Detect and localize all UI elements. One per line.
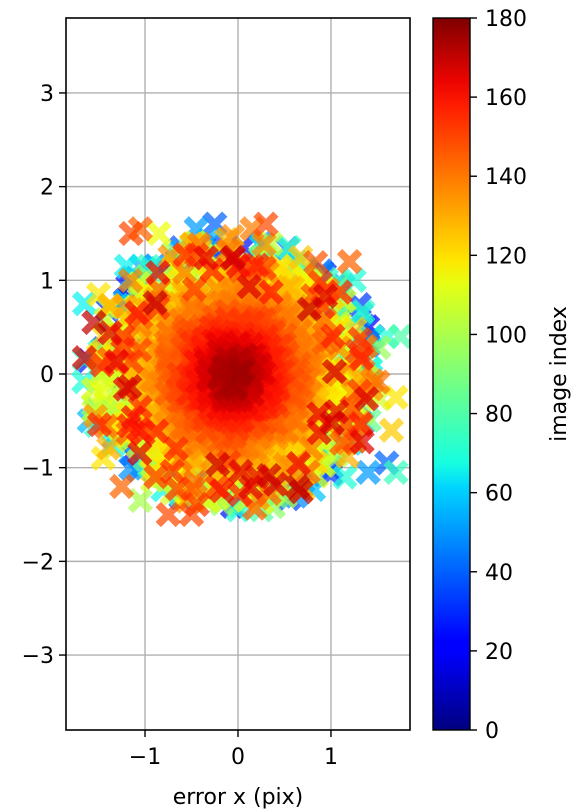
colorbar-tick-label: 180 [485, 7, 527, 32]
colorbar-tick-label: 120 [485, 244, 527, 269]
scatter-point [210, 354, 236, 380]
scatter-point [347, 326, 373, 352]
scatter-point [285, 450, 312, 477]
scatter-point [124, 300, 150, 326]
colorbar: 0 20 40 60 80 100 120 140 160 180 image index [432, 7, 572, 744]
scatter-point [81, 309, 107, 336]
scatter-point [146, 220, 172, 247]
scatter-point [349, 429, 375, 455]
y-axis: −3 −2 −1 0 1 2 3 [22, 82, 66, 669]
scatter-point [296, 296, 322, 322]
scatter-point [236, 273, 262, 300]
scatter-point [284, 474, 311, 500]
y-tick-label: 1 [40, 269, 54, 294]
scatter-point [320, 323, 346, 349]
points [71, 211, 410, 528]
colorbar-tick-label: 80 [485, 403, 513, 428]
scatter-point [319, 410, 345, 436]
scatter-point [238, 474, 264, 500]
x-axis: −1 0 1 [129, 730, 338, 770]
scatter-point [353, 386, 380, 412]
scatter-point [172, 241, 198, 268]
scatter-point [89, 379, 115, 406]
scatter-point [321, 358, 347, 385]
scatter-point [302, 250, 329, 276]
scatter-point [163, 435, 189, 462]
y-tick-label: 2 [40, 176, 54, 201]
x-tick-label: 1 [324, 745, 338, 770]
scatter-point [355, 459, 381, 486]
scatter-point [332, 464, 358, 490]
y-tick-label: 0 [40, 363, 54, 388]
scatter-point [288, 244, 314, 271]
colorbar-label: image index [547, 306, 572, 442]
scatter-point [205, 451, 231, 478]
scatter-point [350, 299, 376, 325]
colorbar-tick-label: 160 [485, 86, 527, 111]
scatter-point [97, 319, 123, 346]
scatter-point [388, 323, 410, 350]
scatter-point [145, 259, 171, 286]
colorbar-tick-label: 40 [485, 561, 513, 586]
y-tick-label: −2 [22, 550, 54, 575]
scatter-point [109, 473, 135, 500]
x-tick-label: 0 [231, 745, 245, 770]
scatter-point [256, 462, 282, 489]
scatter-point [142, 290, 168, 316]
scatter-point [228, 458, 254, 485]
scatter-point [383, 459, 409, 486]
scatter-point [383, 384, 409, 411]
y-tick-label: 3 [40, 82, 54, 107]
colorbar-tick-label: 100 [485, 323, 527, 348]
colorbar-tick-label: 20 [485, 640, 513, 665]
colorbar-tick-label: 60 [485, 482, 513, 507]
colorbar-tick-label: 0 [485, 719, 499, 744]
scatter-point [219, 245, 245, 272]
x-tick-label: −1 [129, 745, 161, 770]
scatter-point [143, 464, 169, 490]
scatter-point [164, 476, 191, 502]
scatter-point [104, 348, 130, 375]
scatter-point [127, 440, 153, 467]
y-tick-label: −3 [22, 644, 54, 669]
scatter-point [258, 279, 284, 305]
scatter-point [118, 220, 144, 247]
scatter-point [193, 245, 219, 271]
scatter-point [378, 417, 405, 443]
scatter-point [209, 478, 235, 504]
scatter-point [120, 404, 146, 431]
scatter-point [155, 501, 181, 528]
scatter-point [253, 211, 279, 237]
scatter-point [348, 345, 375, 372]
scatter-point [244, 252, 270, 278]
colorbar-ticks: 0 20 40 60 80 100 120 140 160 180 [470, 7, 527, 744]
scatter-point [86, 411, 113, 438]
scatter-point [96, 435, 122, 461]
colorbar-gradient [432, 17, 471, 731]
y-tick-label: −1 [22, 457, 54, 482]
scatter-point [181, 276, 207, 302]
scatter-point [117, 374, 143, 400]
scatter-point [228, 358, 255, 385]
scatter-point [159, 458, 185, 485]
scatter-point [184, 491, 210, 518]
x-axis-label: error x (pix) [173, 785, 304, 810]
colorbar-tick-label: 140 [485, 165, 527, 190]
scatter-point [117, 267, 144, 294]
scatter-point [365, 369, 391, 395]
scatter-point [275, 274, 301, 300]
scatter-point [71, 345, 98, 371]
scatter-point [117, 455, 144, 481]
scatter-point [336, 248, 363, 275]
